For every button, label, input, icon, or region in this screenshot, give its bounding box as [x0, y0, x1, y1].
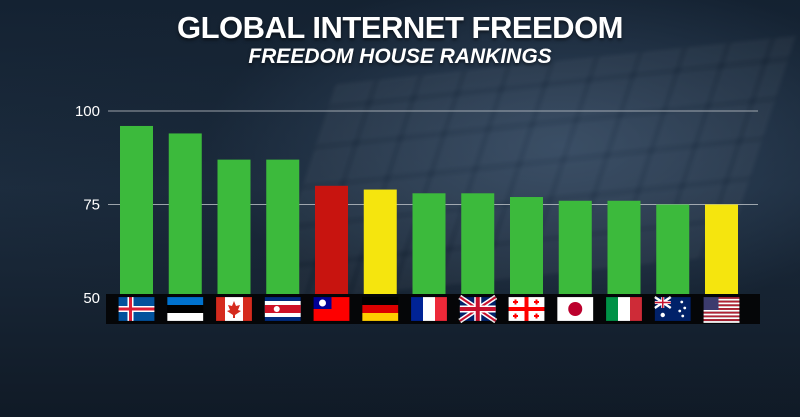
- japan-flag-icon: [557, 296, 594, 322]
- chart-title: GLOBAL INTERNET FREEDOM: [176, 10, 624, 45]
- bar-estonia: [168, 133, 202, 294]
- y-tick-label: 50: [83, 290, 100, 307]
- costa-rica-flag-icon: [264, 296, 301, 322]
- x-axis-flags: [118, 294, 740, 324]
- italy-flag-icon: [605, 296, 643, 322]
- bar-usa: [705, 204, 738, 294]
- bar-france: [412, 193, 446, 294]
- australia-flag-icon: [654, 295, 691, 322]
- bar-iceland: [120, 125, 153, 295]
- iceland-flag-icon: [118, 296, 155, 322]
- bar-australia: [656, 204, 690, 294]
- bar-japan: [558, 200, 592, 294]
- y-tick-label: 100: [75, 103, 100, 120]
- taiwan-flag-icon: [313, 296, 350, 322]
- gridlines: 50 75 100: [75, 103, 758, 307]
- usa-flag-icon: [703, 296, 740, 323]
- estonia-flag-icon: [167, 296, 204, 322]
- germany-flag-icon: [362, 296, 399, 322]
- y-tick-label: 75: [83, 197, 100, 214]
- bar-uk: [461, 193, 495, 294]
- bar-germany: [363, 189, 397, 294]
- bar-costa-rica: [266, 159, 300, 294]
- canada-flag-icon: [215, 296, 253, 322]
- bars: [120, 125, 738, 295]
- bar-italy: [607, 200, 641, 294]
- bar-georgia: [510, 197, 543, 294]
- bar-taiwan: [315, 185, 348, 294]
- france-flag-icon: [410, 296, 448, 322]
- chart-subtitle: FREEDOM HOUSE RANKINGS: [248, 45, 552, 68]
- uk-flag-icon: [458, 294, 498, 324]
- bar-canada: [217, 159, 251, 294]
- georgia-flag-icon: [508, 296, 545, 322]
